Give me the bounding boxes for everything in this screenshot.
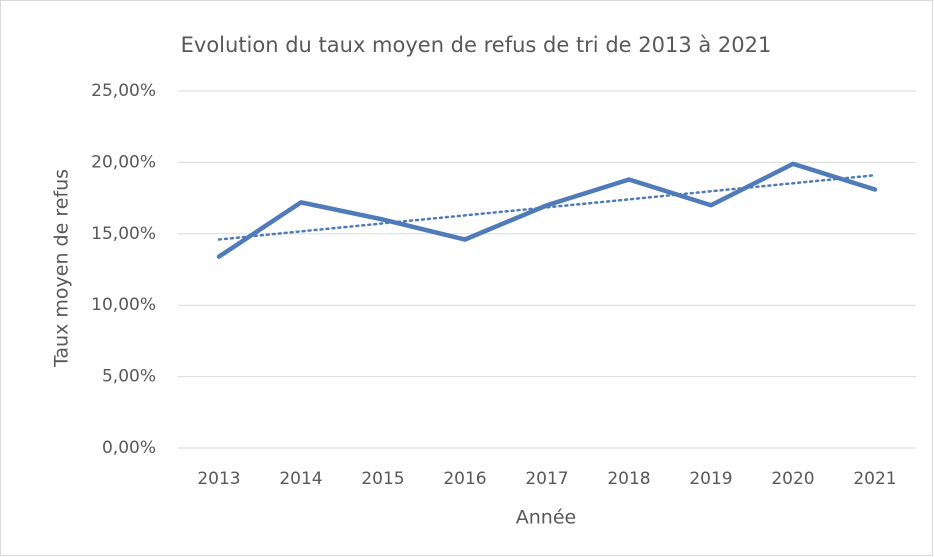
data-line [216, 161, 878, 259]
y-tick-label: 20,00% [91, 152, 156, 172]
x-tick-label: 2020 [771, 469, 814, 489]
x-tick-label: 2021 [853, 469, 896, 489]
y-axis-title: Taux moyen de refus [51, 169, 73, 368]
x-tick-label: 2018 [607, 469, 650, 489]
y-tick-label: 25,00% [91, 81, 156, 101]
x-tick-label: 2015 [361, 469, 404, 489]
y-tick-label: 5,00% [102, 367, 156, 387]
y-tick-label: 0,00% [102, 438, 156, 458]
x-tick-label: 2014 [279, 469, 322, 489]
chart-title: Evolution du taux moyen de refus de tri … [181, 33, 772, 57]
x-tick-label: 2019 [689, 469, 732, 489]
y-tick-label: 15,00% [91, 224, 156, 244]
x-tick-label: 2013 [197, 469, 240, 489]
x-tick-label: 2016 [443, 469, 486, 489]
y-tick-label: 10,00% [91, 295, 156, 315]
x-axis-title: Année [516, 507, 576, 529]
x-tick-label: 2017 [525, 469, 568, 489]
